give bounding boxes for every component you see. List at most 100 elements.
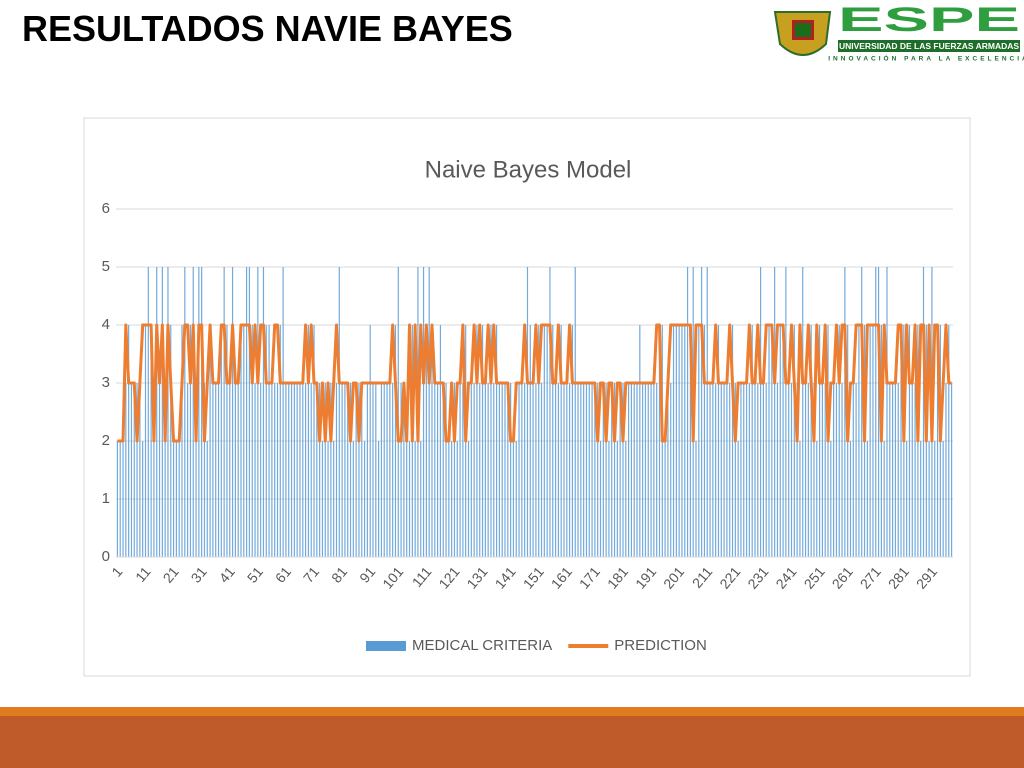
bar: [585, 383, 588, 557]
bar: [431, 325, 433, 557]
bar: [237, 383, 239, 557]
bar: [172, 441, 175, 557]
bar: [414, 441, 416, 557]
bar: [580, 383, 582, 557]
bar: [122, 441, 124, 557]
bar: [330, 383, 332, 557]
bar: [276, 383, 279, 557]
bar: [192, 267, 194, 557]
bar: [358, 383, 360, 557]
bar: [442, 383, 444, 557]
bar: [703, 325, 706, 557]
bar: [681, 325, 683, 557]
bar: [521, 383, 523, 557]
bar: [762, 383, 765, 557]
bar: [886, 267, 888, 557]
bar: [116, 441, 119, 557]
bar: [914, 383, 916, 557]
bar: [223, 267, 225, 557]
bar: [299, 383, 301, 557]
bar: [583, 383, 585, 557]
logo: ESPE UNIVERSIDAD DE LAS FUERZAS ARMADAS …: [773, 1, 1024, 63]
bar: [361, 383, 363, 557]
bar: [776, 383, 779, 557]
bar: [184, 267, 186, 557]
bar: [810, 325, 812, 557]
bar: [754, 383, 756, 557]
bar: [897, 383, 899, 557]
bar: [698, 325, 700, 557]
bar: [549, 267, 551, 557]
bar: [313, 325, 315, 557]
bar: [543, 325, 545, 557]
bar: [785, 267, 787, 557]
bar: [501, 383, 503, 557]
bar: [734, 383, 736, 557]
bar: [481, 325, 484, 557]
bar: [161, 267, 163, 557]
bar: [908, 325, 911, 557]
bar: [619, 383, 621, 557]
bar: [319, 383, 321, 557]
bar: [139, 383, 141, 557]
legend-swatch: [366, 641, 406, 651]
bar: [717, 325, 720, 557]
bar: [408, 441, 411, 557]
chart-title: Naive Bayes Model: [425, 156, 632, 183]
bar: [512, 441, 515, 557]
bar: [563, 383, 565, 557]
y-tick-label: 1: [102, 490, 110, 507]
bar: [804, 383, 807, 557]
bar: [380, 383, 383, 557]
bar: [627, 383, 630, 557]
bar: [774, 267, 776, 557]
bar: [372, 383, 374, 557]
bar: [260, 383, 262, 557]
bar: [928, 441, 930, 557]
bar: [639, 325, 641, 557]
bar: [215, 383, 217, 557]
bar: [715, 383, 717, 557]
bar: [535, 383, 537, 557]
bar: [378, 441, 380, 557]
bar: [684, 325, 686, 557]
bar: [647, 383, 649, 557]
bar: [400, 383, 402, 557]
bar: [877, 267, 880, 557]
bar: [942, 441, 944, 557]
bar: [212, 383, 214, 557]
bar: [363, 441, 366, 557]
bar: [892, 383, 894, 557]
bar: [675, 325, 677, 557]
bar: [554, 383, 557, 557]
bar: [327, 441, 329, 557]
bar: [490, 325, 492, 557]
bar: [439, 325, 442, 557]
bar: [768, 325, 770, 557]
bar: [304, 383, 307, 557]
legend-label: MEDICAL CRITERIA: [412, 637, 552, 654]
bar: [706, 267, 708, 557]
bar: [246, 267, 248, 557]
bar: [672, 325, 675, 557]
bar: [861, 267, 863, 557]
y-tick-label: 6: [102, 200, 110, 217]
bar: [375, 383, 377, 557]
bar: [504, 383, 506, 557]
bar: [594, 383, 596, 557]
bar: [125, 383, 127, 557]
bar: [240, 325, 242, 557]
bar: [731, 325, 734, 557]
bar: [510, 383, 512, 557]
bar: [279, 325, 281, 557]
footer-band: [0, 707, 1024, 716]
bar: [217, 383, 220, 557]
bar: [144, 325, 147, 557]
bar: [875, 267, 877, 557]
y-tick-label: 0: [102, 548, 110, 565]
bar: [425, 325, 427, 557]
bar: [142, 441, 144, 557]
bar: [597, 383, 599, 557]
bar: [740, 383, 742, 557]
